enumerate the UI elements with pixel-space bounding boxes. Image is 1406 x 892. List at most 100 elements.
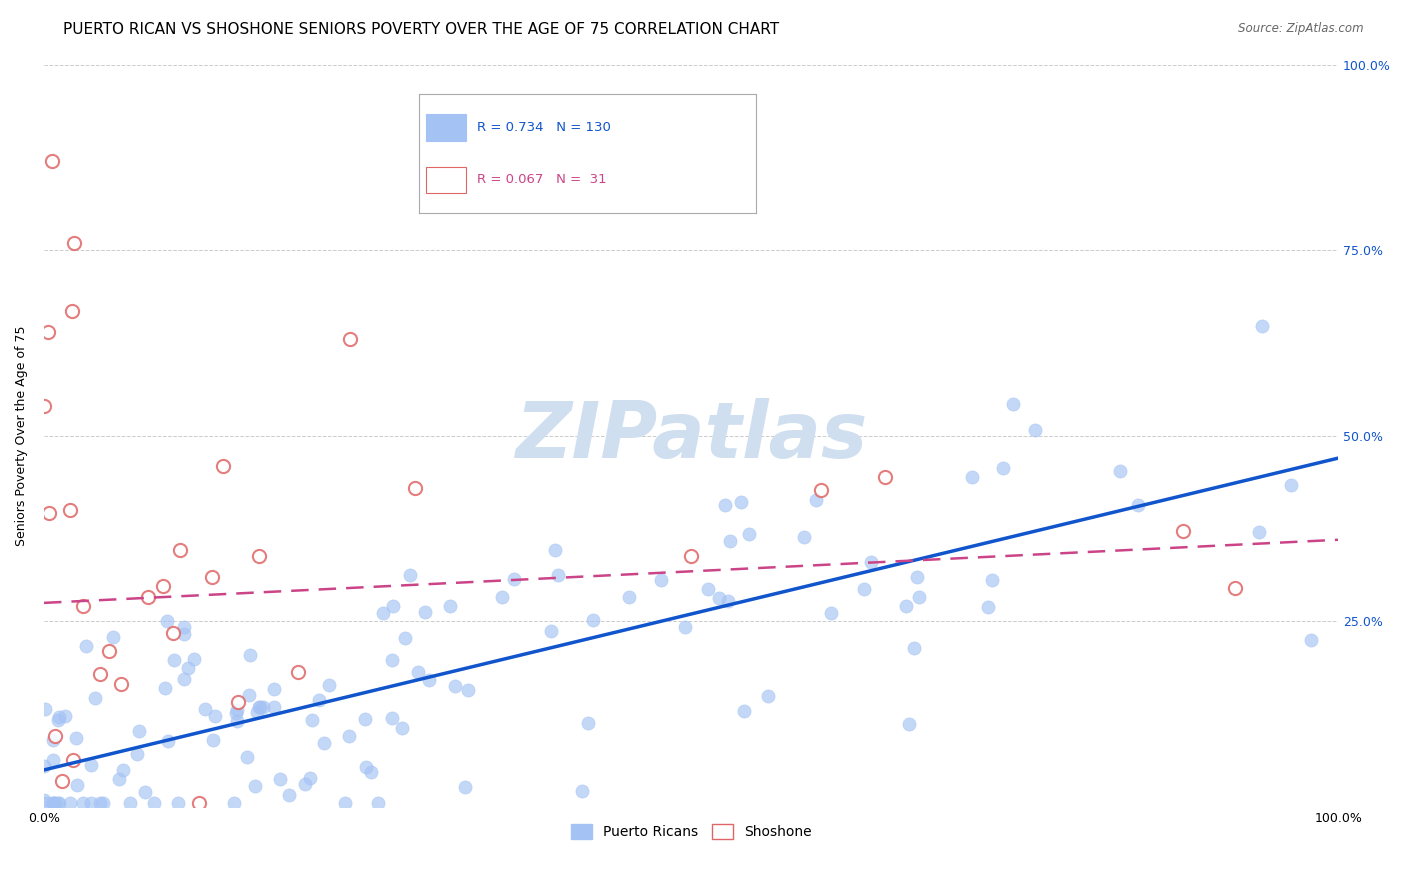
Point [84,691,107,706]
Point [128,723,150,738]
Point [454,780,477,794]
Point [37,325,59,339]
Point [225,714,247,728]
Point [707,591,730,606]
Point [173,673,195,687]
Point [239,648,262,662]
Point [89,797,111,811]
Point [48,709,70,723]
Point [51,773,73,788]
Point [905,570,928,584]
Point [44,796,66,810]
Point [183,652,205,666]
Point [194,702,217,716]
Point [75,640,97,654]
Point [312,735,335,749]
Text: ZIPatlas: ZIPatlas [515,398,868,474]
Point [738,527,761,541]
Point [204,709,226,723]
Point [875,469,897,483]
Point [80,758,103,772]
Point [162,625,184,640]
Point [439,599,461,613]
Point [252,700,274,714]
Point [852,582,875,596]
Point [41,797,63,811]
Point [34,702,56,716]
Point [110,677,132,691]
Point [1024,423,1046,437]
Point [756,689,779,703]
Point [582,613,605,627]
Point [354,760,377,774]
Point [44,729,66,743]
Point [713,498,735,512]
Point [173,620,195,634]
Point [246,705,269,719]
Point [235,749,257,764]
Point [59,797,82,811]
Point [46,797,69,811]
Point [38,507,60,521]
Point [333,797,356,811]
Point [263,700,285,714]
Point [48,797,70,811]
Point [59,503,82,517]
Point [540,624,562,638]
Point [153,681,176,695]
Point [32,793,55,807]
Point [1002,397,1025,411]
Point [502,572,524,586]
Point [225,703,247,717]
Point [167,797,190,811]
Point [415,605,437,619]
Point [97,644,120,658]
Point [107,772,129,787]
Point [1249,525,1271,540]
Point [673,620,696,634]
Point [804,492,827,507]
Point [1301,633,1323,648]
Point [169,542,191,557]
Point [222,797,245,811]
Point [66,778,89,792]
Y-axis label: Seniors Poverty Over the Age of 75: Seniors Poverty Over the Age of 75 [15,326,28,546]
Point [173,626,195,640]
Point [72,599,94,614]
Point [299,772,322,786]
Point [156,614,179,628]
Point [491,591,513,605]
Point [367,797,389,811]
Point [202,733,225,747]
Point [41,752,63,766]
Point [408,665,430,680]
Point [981,574,1004,588]
Point [578,715,600,730]
Text: Source: ZipAtlas.com: Source: ZipAtlas.com [1239,22,1364,36]
Point [152,579,174,593]
Point [134,784,156,798]
Point [793,530,815,544]
Point [373,606,395,620]
Point [908,591,931,605]
Point [1126,498,1149,512]
Point [136,591,159,605]
Point [263,682,285,697]
Point [977,599,1000,614]
Point [111,764,134,778]
Point [125,747,148,761]
Point [681,549,703,563]
Point [201,570,224,584]
Point [247,549,270,564]
Point [898,717,921,731]
Point [381,711,404,725]
Point [32,399,55,413]
Point [860,555,883,569]
Point [894,599,917,614]
Point [93,797,115,811]
Point [697,582,720,596]
Point [177,660,200,674]
Point [820,606,842,620]
Point [211,458,233,473]
Point [42,732,65,747]
